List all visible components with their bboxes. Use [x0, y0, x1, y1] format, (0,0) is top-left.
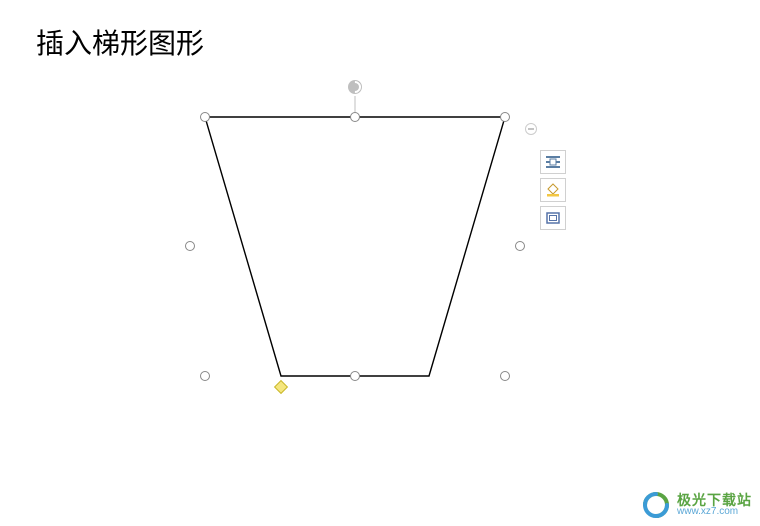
layout-options-button[interactable]	[540, 150, 566, 174]
collapse-toggle-icon[interactable]	[525, 123, 537, 135]
outline-icon	[545, 210, 561, 226]
mid-handle-1[interactable]	[350, 371, 360, 381]
mid-handle-3[interactable]	[515, 241, 525, 251]
shape-fill-button[interactable]	[540, 178, 566, 202]
watermark-text-url: www.xz7.com	[677, 507, 752, 517]
watermark: 极光下载站 www.xz7.com	[641, 490, 752, 520]
mid-handle-2[interactable]	[185, 241, 195, 251]
corner-handle-0[interactable]	[200, 112, 210, 122]
page-title: 插入梯形图形	[36, 22, 204, 62]
editor-canvas[interactable]: 插入梯形图形	[0, 0, 760, 526]
paint-bucket-icon	[545, 182, 561, 198]
watermark-text-cn: 极光下载站	[677, 493, 752, 507]
watermark-logo-icon	[641, 490, 671, 520]
shape-outline-button[interactable]	[540, 206, 566, 230]
rotation-handle[interactable]	[348, 80, 362, 94]
corner-handle-2[interactable]	[200, 371, 210, 381]
trapezoid-shape[interactable]	[0, 0, 760, 526]
shape-context-toolbar	[540, 150, 566, 230]
corner-handle-3[interactable]	[500, 371, 510, 381]
corner-handle-1[interactable]	[500, 112, 510, 122]
mid-handle-0[interactable]	[350, 112, 360, 122]
shape-adjust-handle[interactable]	[274, 380, 288, 394]
layout-options-icon	[545, 154, 561, 170]
